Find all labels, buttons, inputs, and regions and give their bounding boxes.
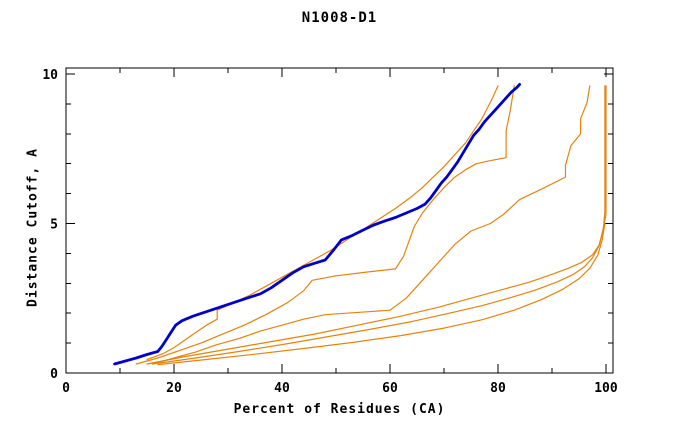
- x-tick-label: 80: [490, 381, 506, 396]
- x-tick-label: 40: [274, 381, 290, 396]
- series-orange-model-3: [151, 85, 591, 365]
- series-orange-model-5: [151, 85, 607, 365]
- plot-frame: [65, 67, 614, 374]
- y-tick-label: 0: [50, 367, 58, 382]
- y-tick-label: 10: [42, 68, 58, 83]
- y-tick-label: 5: [50, 217, 58, 232]
- x-tick-label: 60: [382, 381, 398, 396]
- y-axis-title: Distance Cutoff, A: [25, 148, 41, 307]
- chart-title: N1008-D1: [301, 10, 378, 26]
- series-orange-model-2: [135, 85, 515, 365]
- x-tick-label: 20: [166, 381, 182, 396]
- series-orange-model-1: [146, 85, 499, 361]
- x-tick-label: 0: [62, 381, 70, 396]
- x-axis-title: Percent of Residues (CA): [233, 402, 446, 417]
- series-orange-model-6: [157, 222, 606, 366]
- series-blue-model: [113, 83, 521, 366]
- x-tick-label: 100: [594, 381, 618, 396]
